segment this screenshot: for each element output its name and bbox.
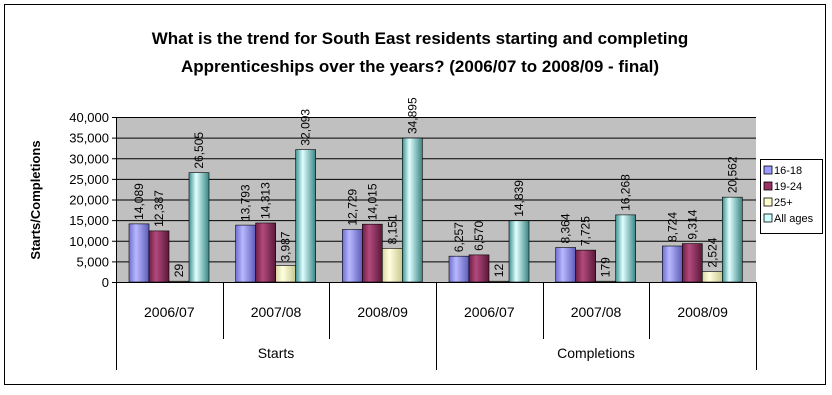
bar-data-label: 9,314 [685, 209, 699, 239]
bar [168, 280, 190, 283]
bar [508, 220, 530, 283]
bar [255, 222, 276, 283]
bar [382, 248, 403, 283]
bar [448, 255, 470, 283]
bar-data-label: 12 [492, 264, 506, 278]
bar-data-label: 2,524 [705, 237, 719, 267]
bar [722, 196, 743, 283]
bar-data-label: 3,987 [279, 231, 293, 261]
bar [275, 265, 296, 283]
bar-data-label: 8,151 [385, 214, 399, 244]
y-tick-label: 0 [102, 275, 109, 290]
x-group-label: Starts [258, 345, 295, 361]
bar [595, 280, 616, 283]
bar [148, 230, 170, 283]
chart-title-line-1: What is the trend for South East residen… [152, 29, 689, 48]
bar-data-label: 26,505 [192, 132, 206, 169]
y-tick-label: 20,000 [69, 193, 109, 208]
legend-label: 19-24 [774, 181, 802, 193]
bar-data-label: 179 [599, 257, 613, 277]
bar [362, 223, 383, 283]
x-tick-label: 2007/08 [571, 304, 622, 320]
bar [702, 271, 723, 283]
bar-data-label: 12,729 [345, 188, 359, 225]
bar-data-label: 12,387 [152, 190, 166, 227]
bar-data-label: 6,257 [452, 222, 466, 252]
y-tick-label: 25,000 [69, 172, 109, 187]
bar-data-label: 34,895 [405, 97, 419, 134]
bar [575, 249, 596, 283]
bar-data-label: 14,839 [512, 180, 526, 217]
x-group-label: Completions [557, 345, 635, 361]
bar [295, 149, 316, 283]
bar [402, 137, 423, 283]
bar-data-label: 14,313 [259, 182, 273, 219]
legend-swatch [763, 197, 773, 207]
legend-label: 16-18 [774, 165, 802, 177]
bar-data-label: 29 [172, 264, 186, 278]
bar-data-label: 14,089 [132, 183, 146, 220]
legend-items: 16-18 19-24 25+ All ages [763, 165, 814, 225]
legend-swatch [763, 213, 773, 223]
bar [615, 214, 636, 283]
bar [662, 245, 683, 283]
chart-title-line-2: Apprenticeships over the years? (2006/07… [181, 57, 659, 76]
y-axis-ticks: 0 5,000 10,000 15,000 20,000 25,000 30,000 35,0… [69, 110, 117, 290]
bar-data-label: 8,364 [559, 213, 573, 243]
x-tick-label: 2008/09 [677, 304, 728, 320]
x-axis: 2006/07 2007/08 2008/09 Starts 2006/07 2007/0… [116, 282, 757, 370]
x-tick-label: 2007/08 [251, 304, 302, 320]
bar [342, 229, 363, 283]
gridlines [116, 117, 756, 263]
bar [488, 280, 510, 283]
x-tick-label: 2006/07 [464, 304, 515, 320]
bar-data-label: 7,725 [579, 216, 593, 246]
legend-swatch [763, 165, 773, 175]
bars [128, 137, 743, 283]
legend: 16-18 19-24 25+ All ages [760, 159, 823, 234]
y-tick-label: 30,000 [69, 151, 109, 166]
y-tick-label: 15,000 [69, 213, 109, 228]
bar [468, 254, 490, 283]
bar-data-label: 14,015 [365, 183, 379, 220]
bar-data-label: 8,724 [665, 212, 679, 242]
legend-label: 25+ [774, 197, 793, 209]
bar-data-label: 6,570 [472, 221, 486, 251]
bar [188, 172, 210, 283]
legend-swatch [763, 181, 773, 191]
y-tick-label: 35,000 [69, 131, 109, 146]
bar-data-label: 13,793 [239, 184, 253, 221]
bar [555, 247, 576, 283]
y-tick-label: 40,000 [69, 110, 109, 125]
bar [128, 223, 150, 283]
bar [682, 243, 703, 283]
bar [235, 224, 256, 283]
bar-data-labels: 14,089 13,793 12,729 6,257 8,364 8,724 12,387 1… [132, 97, 739, 277]
bar-data-label: 16,268 [619, 174, 633, 211]
y-tick-label: 10,000 [69, 234, 109, 249]
y-tick-label: 5,000 [76, 254, 109, 269]
bar-data-label: 20,562 [725, 156, 739, 193]
bar-data-label: 32,093 [299, 109, 313, 146]
x-tick-label: 2006/07 [144, 304, 195, 320]
y-axis-label: Starts/Completions [28, 140, 43, 259]
legend-label: All ages [774, 213, 814, 225]
x-tick-label: 2008/09 [357, 304, 408, 320]
